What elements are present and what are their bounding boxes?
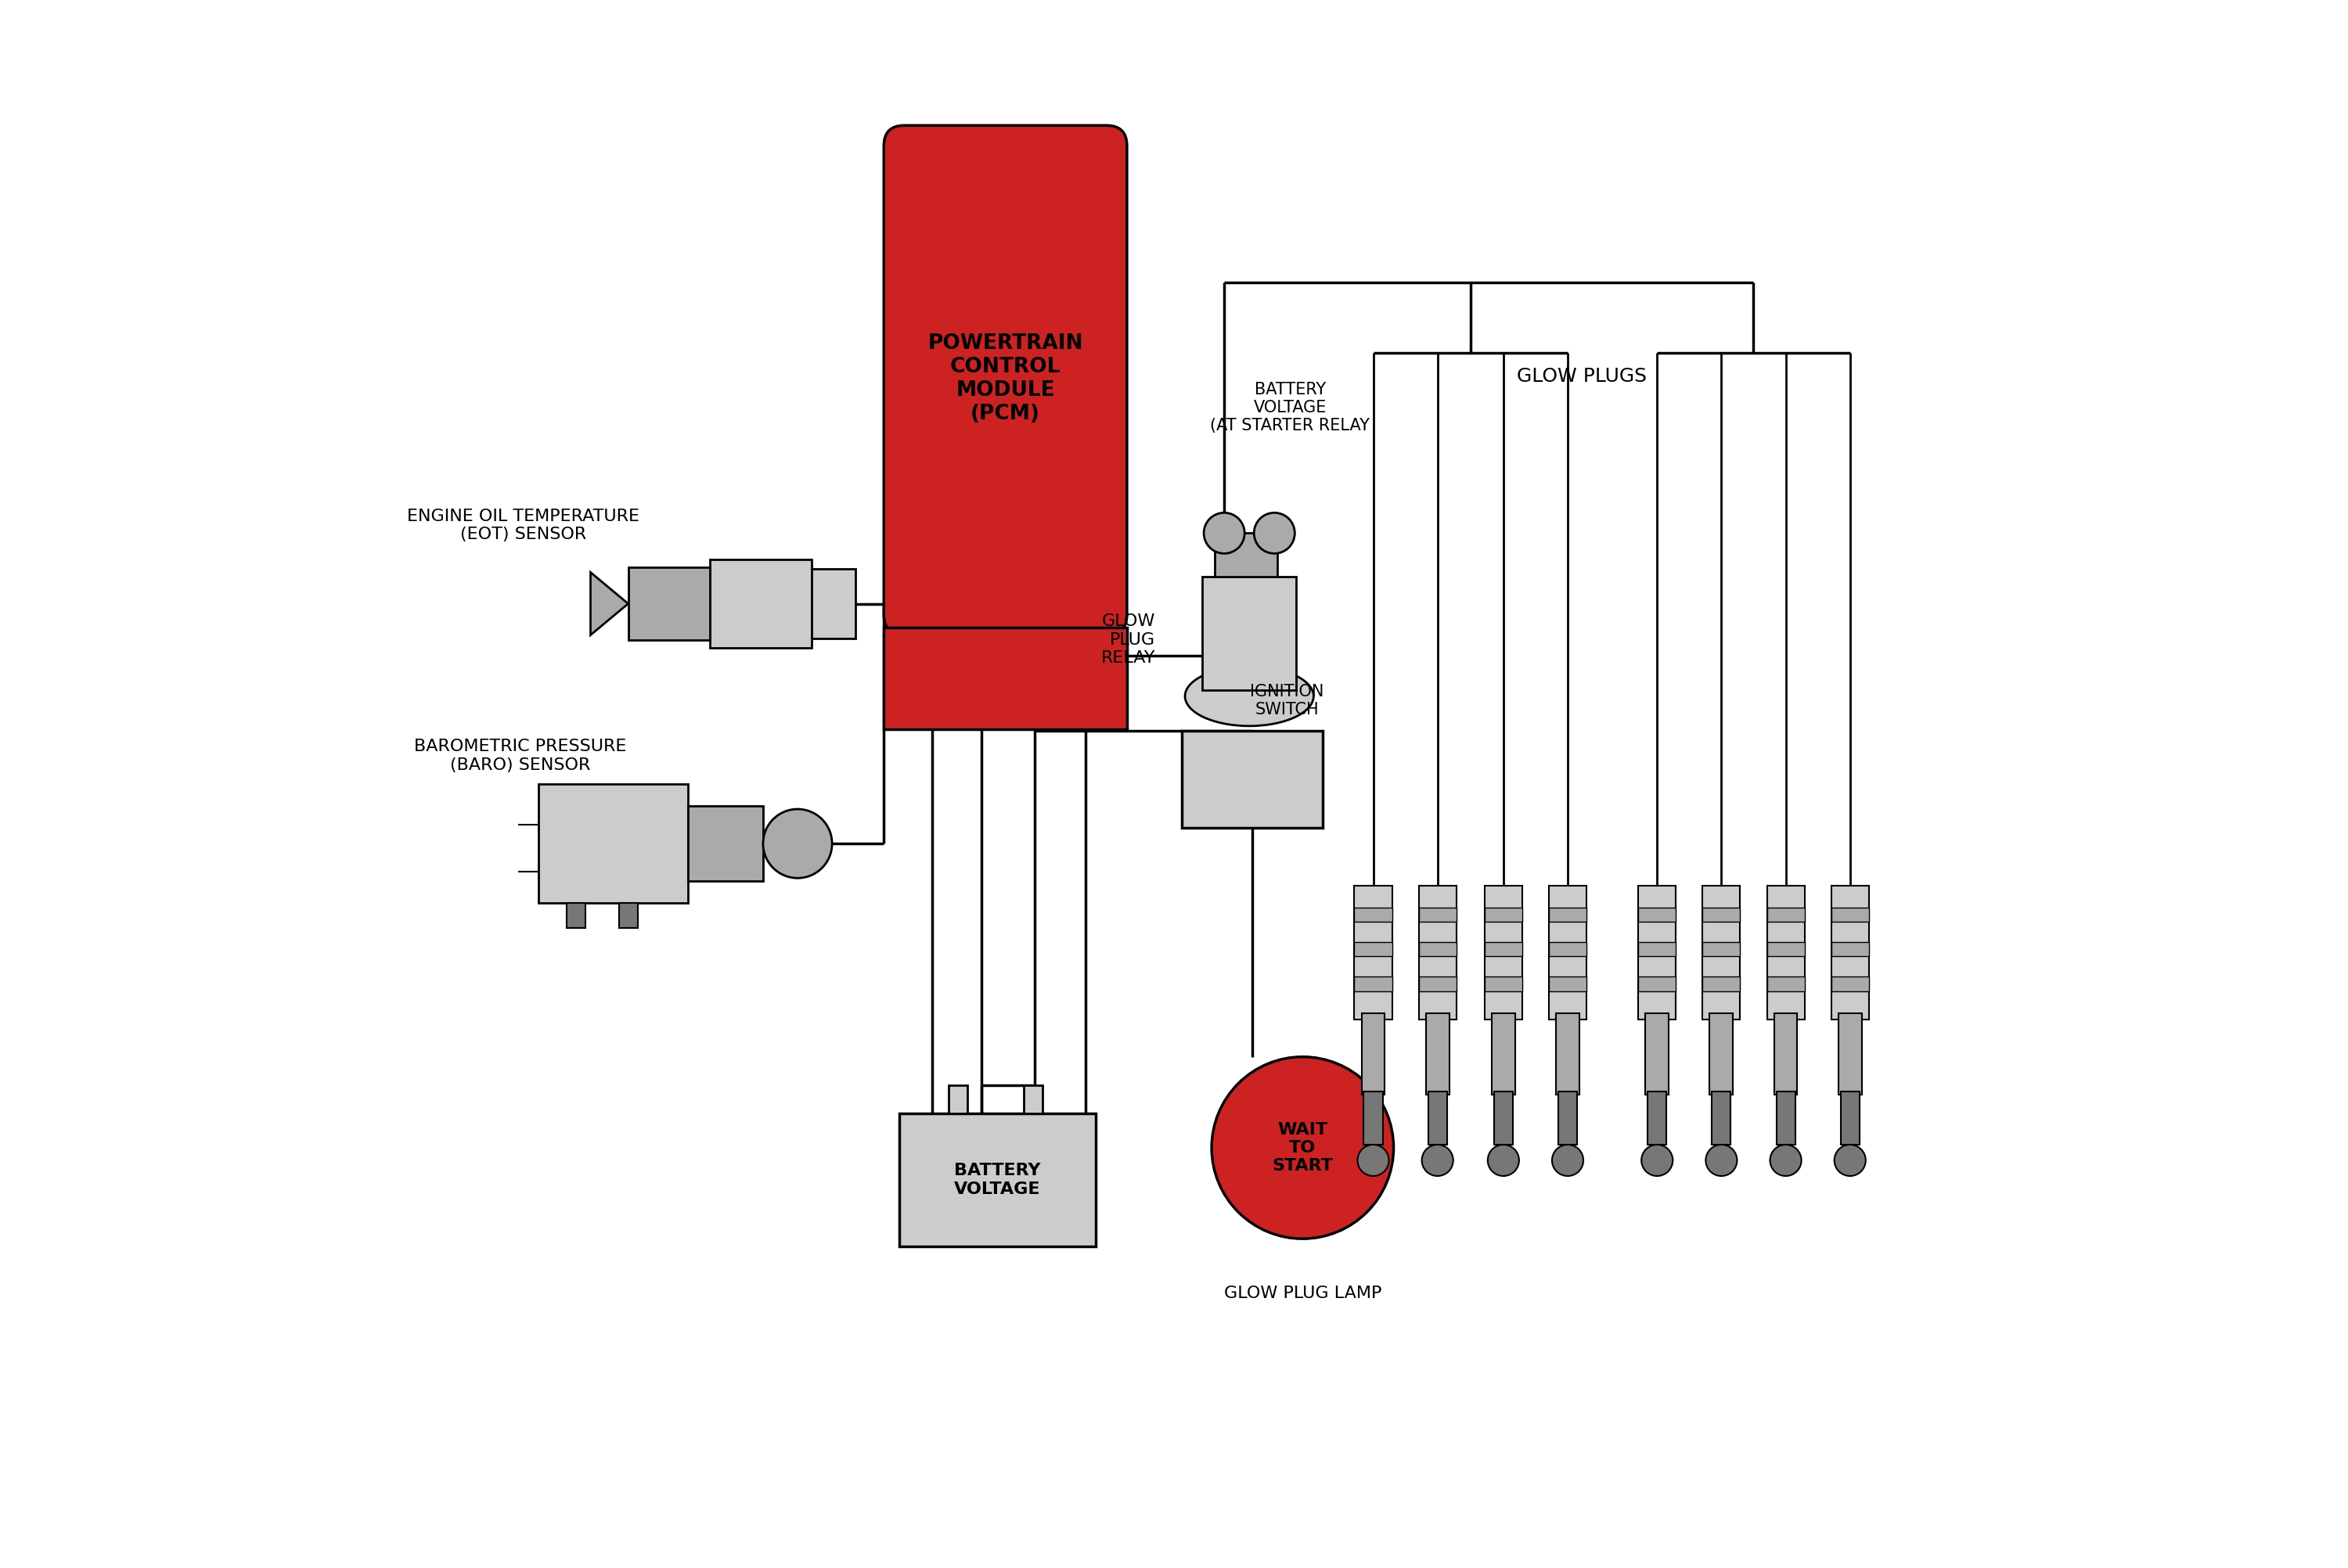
Bar bbox=[1484, 942, 1522, 956]
Bar bbox=[1425, 1013, 1449, 1094]
Bar bbox=[1418, 886, 1456, 1019]
Circle shape bbox=[1552, 1145, 1583, 1176]
Bar bbox=[883, 627, 1127, 729]
Bar bbox=[629, 568, 709, 640]
Bar bbox=[1768, 886, 1806, 1019]
Bar bbox=[1550, 886, 1587, 1019]
Bar bbox=[1702, 886, 1740, 1019]
Circle shape bbox=[763, 809, 831, 878]
Bar bbox=[1024, 1085, 1043, 1113]
Circle shape bbox=[1205, 513, 1244, 554]
Bar bbox=[1768, 942, 1806, 956]
Bar bbox=[1214, 533, 1277, 577]
Bar bbox=[1639, 977, 1676, 991]
Bar bbox=[1831, 908, 1869, 922]
Bar bbox=[1841, 1091, 1860, 1145]
Bar bbox=[1493, 1091, 1512, 1145]
Bar bbox=[1491, 1013, 1514, 1094]
Bar bbox=[1418, 908, 1456, 922]
Bar bbox=[1181, 731, 1322, 828]
Bar bbox=[1639, 942, 1676, 956]
Bar bbox=[1362, 1013, 1385, 1094]
Bar bbox=[1559, 1091, 1578, 1145]
Bar bbox=[1557, 1013, 1580, 1094]
FancyBboxPatch shape bbox=[883, 125, 1127, 635]
Circle shape bbox=[1254, 513, 1294, 554]
Bar bbox=[1768, 977, 1806, 991]
Bar bbox=[812, 569, 855, 638]
Polygon shape bbox=[592, 572, 629, 635]
Bar bbox=[566, 903, 585, 928]
Circle shape bbox=[1357, 1145, 1390, 1176]
Bar bbox=[1831, 942, 1869, 956]
Bar bbox=[1709, 1013, 1733, 1094]
Bar bbox=[1712, 1091, 1730, 1145]
Bar bbox=[1639, 908, 1676, 922]
Circle shape bbox=[1489, 1145, 1519, 1176]
Text: GLOW
PLUG
RELAY: GLOW PLUG RELAY bbox=[1101, 613, 1155, 666]
Circle shape bbox=[1705, 1145, 1738, 1176]
Text: BAROMETRIC PRESSURE
(BARO) SENSOR: BAROMETRIC PRESSURE (BARO) SENSOR bbox=[413, 739, 627, 773]
Bar bbox=[1484, 908, 1522, 922]
Text: ENGINE OIL TEMPERATURE
(EOT) SENSOR: ENGINE OIL TEMPERATURE (EOT) SENSOR bbox=[406, 508, 639, 543]
Bar bbox=[1484, 886, 1522, 1019]
Bar bbox=[688, 806, 763, 881]
Bar bbox=[1428, 1091, 1446, 1145]
Bar bbox=[1646, 1013, 1669, 1094]
Bar bbox=[1838, 1013, 1862, 1094]
Text: WAIT
TO
START: WAIT TO START bbox=[1273, 1121, 1334, 1174]
Bar bbox=[1550, 942, 1587, 956]
Text: GLOW PLUG LAMP: GLOW PLUG LAMP bbox=[1223, 1286, 1381, 1301]
Circle shape bbox=[1641, 1145, 1672, 1176]
Bar bbox=[1775, 1013, 1796, 1094]
Bar bbox=[1702, 908, 1740, 922]
Bar bbox=[1202, 577, 1296, 690]
Text: GLOW PLUGS: GLOW PLUGS bbox=[1517, 367, 1646, 386]
Bar bbox=[1484, 977, 1522, 991]
Bar bbox=[1550, 908, 1587, 922]
Bar bbox=[1648, 1091, 1667, 1145]
Bar bbox=[1831, 977, 1869, 991]
Text: BATTERY
VOLTAGE: BATTERY VOLTAGE bbox=[953, 1163, 1040, 1196]
Bar bbox=[1355, 908, 1392, 922]
Circle shape bbox=[1834, 1145, 1867, 1176]
Bar bbox=[1831, 886, 1869, 1019]
Text: IGNITION
SWITCH: IGNITION SWITCH bbox=[1249, 684, 1324, 718]
Bar bbox=[1768, 908, 1806, 922]
Bar bbox=[538, 784, 688, 903]
Text: BATTERY
VOLTAGE
(AT STARTER RELAY: BATTERY VOLTAGE (AT STARTER RELAY bbox=[1209, 381, 1369, 434]
Circle shape bbox=[1423, 1145, 1453, 1176]
Bar bbox=[620, 903, 639, 928]
Bar bbox=[949, 1085, 967, 1113]
Bar bbox=[1418, 942, 1456, 956]
Bar bbox=[1777, 1091, 1796, 1145]
Text: POWERTRAIN
CONTROL
MODULE
(PCM): POWERTRAIN CONTROL MODULE (PCM) bbox=[927, 334, 1082, 425]
Bar bbox=[1702, 942, 1740, 956]
Bar bbox=[1702, 977, 1740, 991]
Bar bbox=[1364, 1091, 1383, 1145]
Bar bbox=[1355, 942, 1392, 956]
Bar bbox=[899, 1113, 1097, 1247]
Bar bbox=[709, 560, 812, 648]
Bar bbox=[1355, 886, 1392, 1019]
Bar bbox=[1550, 977, 1587, 991]
Bar bbox=[1418, 977, 1456, 991]
Bar bbox=[1639, 886, 1676, 1019]
Circle shape bbox=[1770, 1145, 1801, 1176]
Bar bbox=[1355, 977, 1392, 991]
Circle shape bbox=[1212, 1057, 1395, 1239]
Ellipse shape bbox=[1186, 666, 1313, 726]
